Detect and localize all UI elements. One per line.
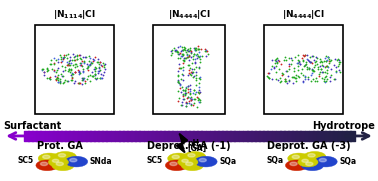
Circle shape [298, 157, 318, 167]
Circle shape [38, 153, 61, 164]
Text: Surfactant: Surfactant [3, 121, 62, 131]
Polygon shape [177, 134, 187, 152]
Circle shape [36, 160, 59, 171]
Text: pH: pH [188, 139, 200, 148]
Text: SQa: SQa [266, 155, 283, 165]
Circle shape [301, 160, 324, 171]
Text: |N$_{\mathbf{4444}}$|Cl: |N$_{\mathbf{4444}}$|Cl [282, 8, 325, 21]
Circle shape [288, 153, 310, 164]
Circle shape [302, 159, 308, 162]
Text: SQa: SQa [339, 157, 356, 166]
Text: SQa: SQa [219, 157, 237, 166]
Circle shape [172, 155, 179, 159]
Circle shape [43, 155, 50, 159]
Circle shape [65, 156, 88, 167]
Bar [264, 25, 343, 114]
Text: SC5: SC5 [17, 155, 34, 165]
Text: |N$_{\mathbf{1114}}$|Cl: |N$_{\mathbf{1114}}$|Cl [53, 8, 96, 21]
Circle shape [178, 157, 198, 167]
Circle shape [182, 159, 188, 162]
Circle shape [306, 162, 313, 166]
Circle shape [170, 162, 177, 166]
Text: SC5: SC5 [147, 155, 163, 165]
Circle shape [188, 154, 195, 157]
Circle shape [59, 154, 66, 157]
Circle shape [181, 160, 204, 171]
Text: Deprot. GA (-1): Deprot. GA (-1) [147, 142, 231, 151]
Circle shape [40, 162, 48, 166]
Circle shape [319, 158, 327, 162]
Circle shape [290, 162, 297, 166]
Circle shape [165, 160, 188, 171]
Circle shape [183, 151, 206, 162]
Circle shape [292, 155, 299, 159]
Circle shape [308, 154, 315, 157]
Circle shape [52, 160, 74, 171]
Circle shape [199, 158, 206, 162]
Circle shape [167, 153, 190, 164]
Circle shape [195, 156, 217, 167]
Circle shape [186, 162, 193, 166]
Text: Deprot. GA (-3): Deprot. GA (-3) [267, 142, 351, 151]
Text: [GA]: [GA] [188, 144, 207, 153]
Circle shape [54, 151, 76, 162]
Circle shape [52, 159, 59, 162]
Text: |N$_{\mathbf{4444}}$|Cl: |N$_{\mathbf{4444}}$|Cl [167, 8, 211, 21]
Text: SNda: SNda [90, 157, 113, 166]
Circle shape [285, 160, 308, 171]
Bar [35, 25, 114, 114]
Circle shape [315, 156, 337, 167]
Bar [153, 25, 225, 114]
Circle shape [304, 151, 326, 162]
Circle shape [48, 157, 68, 167]
Circle shape [56, 162, 64, 166]
Text: Prot. GA: Prot. GA [37, 142, 82, 151]
Text: Hydrotrope: Hydrotrope [312, 121, 375, 131]
Circle shape [70, 158, 77, 162]
